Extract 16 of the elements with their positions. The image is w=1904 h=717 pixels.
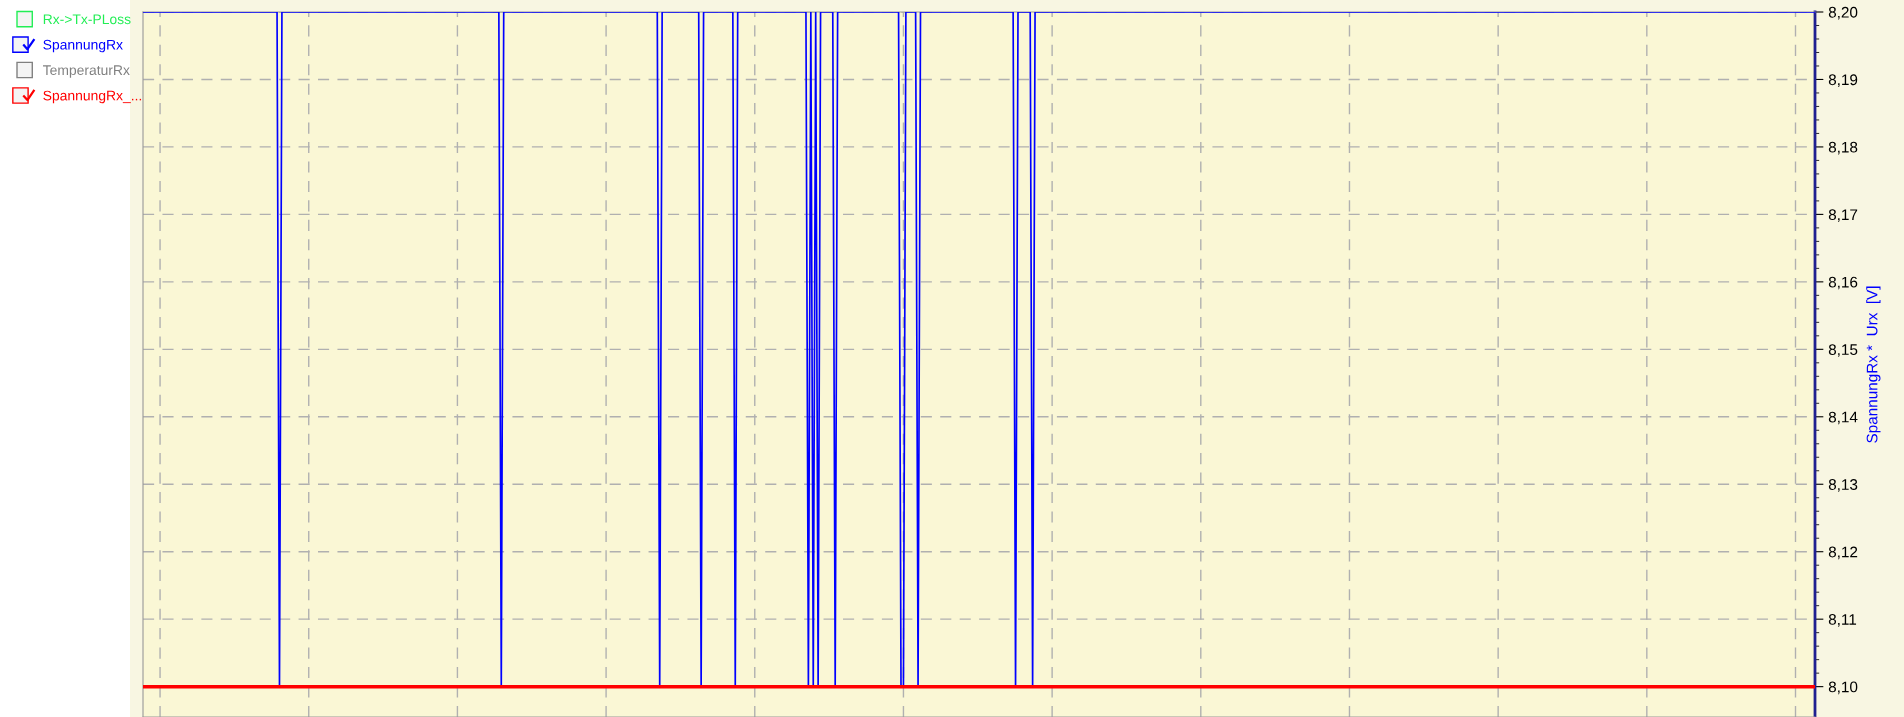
y-tick-label: 8,11 [1828, 614, 1857, 627]
legend-label: TemperaturRx [43, 65, 130, 78]
y-tick-label: 8,19 [1828, 74, 1858, 87]
y-tick-label: 8,20 [1828, 6, 1858, 20]
y-tick-label: 8,16 [1828, 276, 1858, 290]
y-tick-label: 8,15 [1828, 344, 1858, 357]
y-tick-label: 8,13 [1828, 479, 1858, 492]
y-tick-label: 8,10 [1828, 681, 1858, 695]
y-axis-title: SpannungRx * Urx [V] [1866, 286, 1881, 443]
legend-label: SpannungRx [43, 39, 123, 53]
y-tick-label: 8,17 [1828, 209, 1858, 222]
y-tick-label: 8,14 [1828, 411, 1858, 425]
y-tick-label: 8,18 [1828, 141, 1858, 155]
legend-label: SpannungRx_... [43, 90, 142, 104]
legend-label: Rx->Tx-PLoss [43, 14, 131, 25]
y-tick-label: 8,12 [1828, 546, 1858, 560]
